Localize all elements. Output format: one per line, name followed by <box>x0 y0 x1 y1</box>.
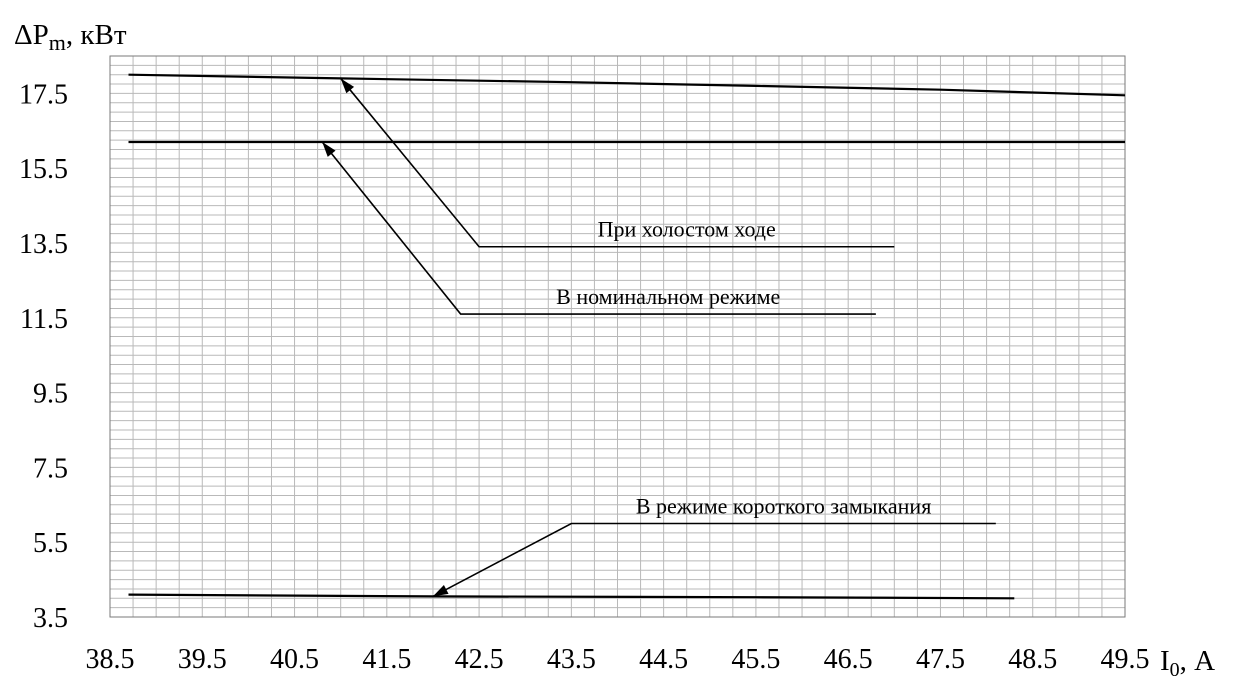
y-tick-label: 5.5 <box>33 528 68 559</box>
x-tick-label: 46.5 <box>824 644 873 675</box>
x-tick-label: 43.5 <box>547 644 596 675</box>
series-line <box>128 73 1126 97</box>
annotation-leader <box>340 77 895 248</box>
x-tick-label: 49.5 <box>1101 644 1150 675</box>
y-tick-label: 7.5 <box>33 453 68 484</box>
series-line <box>128 593 1015 600</box>
annotations-group: При холостом ходе В номинальном режиме В р… <box>321 77 996 598</box>
x-tick-label: 41.5 <box>362 644 411 675</box>
x-tick-label: 39.5 <box>178 644 227 675</box>
y-tick-label: 11.5 <box>20 304 68 335</box>
annotation-label: В режиме короткого замыкания <box>636 494 932 519</box>
annotation-arrow-head <box>432 585 449 597</box>
x-tick-label: 38.5 <box>86 644 135 675</box>
series-group <box>128 73 1126 600</box>
y-tick-label: 13.5 <box>19 229 68 260</box>
y-tick-label: 17.5 <box>19 79 68 110</box>
y-tick-label: 15.5 <box>19 154 68 185</box>
annotation-arrow-head <box>340 78 355 94</box>
annotation-label: При холостом ходе <box>598 217 776 242</box>
y-axis-title: ΔPm, кВт <box>14 19 127 55</box>
x-tick-label: 44.5 <box>639 644 688 675</box>
tick-labels: 38.5 39.5 40.5 41.5 42.5 43.5 44.5 45.5 46.5 47.5… <box>19 79 1150 675</box>
x-tick-label: 42.5 <box>455 644 504 675</box>
annotation-leader <box>321 141 876 315</box>
x-tick-label: 45.5 <box>731 644 780 675</box>
plot-area <box>109 55 1126 618</box>
annotation-label: В номинальном режиме <box>556 284 780 309</box>
annotation-arrow-head <box>322 142 336 157</box>
grid <box>109 55 1126 618</box>
x-axis-title: I0, А <box>1160 645 1215 681</box>
x-tick-label: 48.5 <box>1008 644 1057 675</box>
x-tick-label: 47.5 <box>916 644 965 675</box>
y-tick-label: 3.5 <box>33 603 68 634</box>
annotation-leader <box>432 522 996 598</box>
y-tick-label: 9.5 <box>33 379 68 410</box>
x-tick-label: 40.5 <box>270 644 319 675</box>
